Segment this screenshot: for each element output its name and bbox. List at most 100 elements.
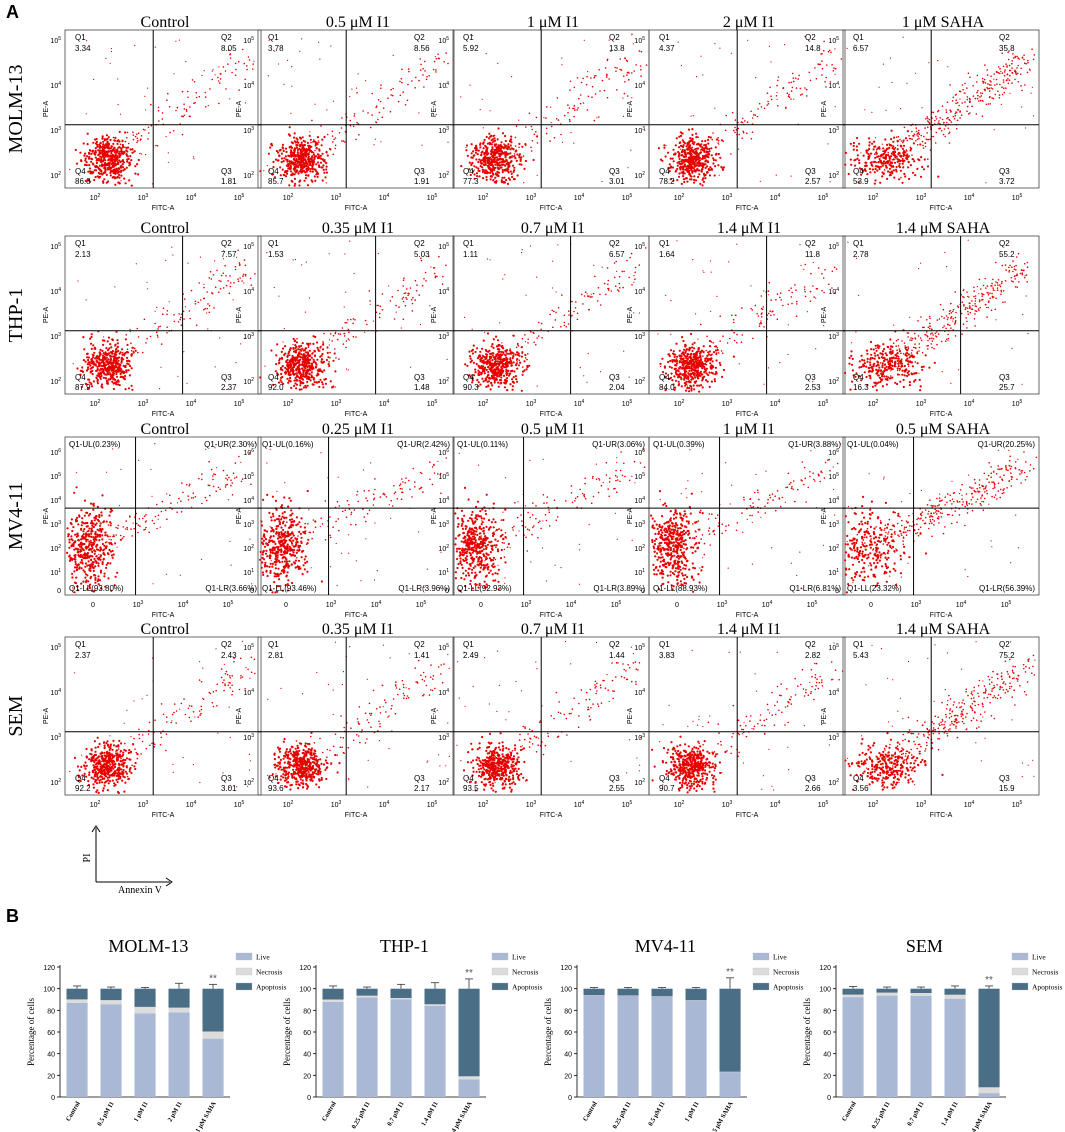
cell-dot <box>483 368 486 371</box>
cell-dot <box>495 160 498 163</box>
cell-dot <box>332 359 335 362</box>
cell-dot <box>504 168 507 171</box>
cell-dot <box>287 59 289 62</box>
cell-dot <box>493 137 496 140</box>
cell-dot <box>322 158 324 160</box>
cell-dot <box>714 107 716 109</box>
cell-dot <box>310 363 313 366</box>
cell-dot <box>284 345 287 348</box>
cell-dot <box>352 125 355 128</box>
quadrant-q2-label: Q2 <box>805 33 816 42</box>
cell-dot <box>691 171 694 174</box>
cell-dot <box>638 264 641 266</box>
cell-dot <box>553 310 555 313</box>
cell-dot <box>876 155 879 158</box>
cell-dot <box>109 355 112 358</box>
quadrant-q1-value: 3.78 <box>268 44 284 53</box>
cell-dot <box>335 357 337 359</box>
cell-dot <box>831 64 833 66</box>
cell-dot <box>871 111 873 113</box>
cell-dot <box>316 136 319 139</box>
cell-dot <box>94 151 97 154</box>
cell-dot <box>306 371 309 375</box>
cell-dot <box>901 147 905 150</box>
cell-dot <box>821 74 823 76</box>
cell-dot <box>634 271 636 274</box>
cell-dot <box>344 332 346 335</box>
y-tick-label: 103 <box>634 126 645 135</box>
cell-dot <box>550 122 552 124</box>
cell-dot <box>952 96 955 99</box>
y-tick-label: 104 <box>438 81 449 90</box>
cell-dot <box>309 138 312 141</box>
cell-dot <box>888 167 892 170</box>
cell-dot <box>297 153 300 156</box>
cell-dot <box>513 155 516 158</box>
cell-dot <box>937 122 940 124</box>
cell-dot <box>504 160 507 163</box>
cell-dot <box>120 148 123 151</box>
cell-dot <box>498 146 501 149</box>
cell-dot <box>900 140 903 142</box>
cell-dot <box>103 155 106 158</box>
cell-dot <box>809 79 812 82</box>
cell-dot <box>509 152 512 155</box>
cell-dot <box>569 80 572 83</box>
cell-dot <box>119 372 122 376</box>
cell-dot <box>512 334 514 337</box>
cell-dot <box>967 72 970 74</box>
cell-dot <box>309 160 312 163</box>
cell-dot <box>501 147 503 149</box>
cell-dot <box>668 365 671 368</box>
cell-dot <box>712 351 716 354</box>
cell-dot <box>242 275 244 277</box>
cell-dot <box>316 153 320 156</box>
cell-dot <box>579 94 582 96</box>
cell-dot <box>507 161 510 164</box>
cell-dot <box>102 181 105 184</box>
cell-dot <box>990 81 992 83</box>
cell-dot <box>873 182 876 185</box>
cell-dot <box>331 130 334 133</box>
cell-dot <box>100 170 103 173</box>
cell-dot <box>990 87 993 89</box>
quadrant-q2-value: 14.8 <box>805 44 821 53</box>
cell-dot <box>321 355 323 357</box>
cell-dot <box>96 374 99 377</box>
cell-dot <box>873 153 876 155</box>
cell-dot <box>1011 67 1013 69</box>
y-axis-label: PE-A <box>627 101 634 118</box>
cell-dot <box>93 178 96 182</box>
cell-dot <box>517 352 520 355</box>
cell-dot <box>616 289 619 291</box>
cell-dot <box>844 163 847 166</box>
cell-dot <box>797 78 799 80</box>
cell-dot <box>971 105 973 108</box>
cell-dot <box>306 149 309 152</box>
cell-dot <box>1001 72 1004 74</box>
cell-dot <box>485 53 487 55</box>
cell-dot <box>478 169 481 173</box>
cell-dot <box>918 133 921 135</box>
y-tick-label: 104 <box>634 81 645 90</box>
plot-frame <box>648 29 846 189</box>
cell-dot <box>677 150 680 154</box>
cell-dot <box>884 170 886 172</box>
cell-dot <box>306 368 309 371</box>
cell-dot <box>434 56 436 58</box>
cell-dot <box>231 71 233 74</box>
cell-dot <box>105 347 108 350</box>
cell-dot <box>132 134 135 136</box>
y-axis-label: PE-A <box>43 307 50 324</box>
cell-dot <box>299 50 301 53</box>
cell-dot <box>317 368 321 371</box>
cell-dot <box>491 148 494 151</box>
cell-dot <box>306 184 309 187</box>
cell-dot <box>509 139 512 142</box>
cell-dot <box>301 147 303 149</box>
cell-dot <box>912 134 915 137</box>
cell-dot <box>532 331 534 334</box>
cell-dot <box>962 88 964 91</box>
cell-dot <box>296 151 299 154</box>
cell-dot <box>116 160 119 163</box>
